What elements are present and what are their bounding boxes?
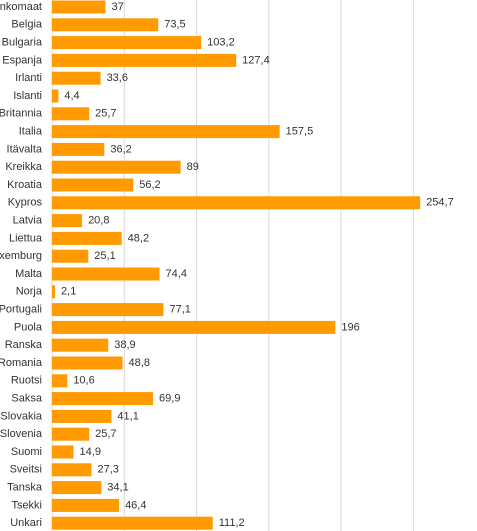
data-label: 74,4 (166, 268, 187, 280)
bar (52, 392, 154, 406)
category-label: Itävalta (7, 143, 43, 155)
data-label: 36,2 (110, 143, 131, 155)
bar (52, 71, 101, 85)
bar (52, 338, 109, 352)
data-label: 4,4 (64, 90, 79, 102)
category-label: Belgia (11, 19, 42, 31)
data-label: 25,7 (95, 428, 116, 440)
category-label: Norja (16, 286, 43, 298)
bar (52, 498, 120, 512)
data-label: 38,9 (114, 339, 135, 351)
category-label: Saksa (11, 393, 42, 405)
bar (52, 481, 102, 495)
data-label: 196 (341, 321, 359, 333)
bar (52, 267, 160, 281)
category-label: Irlanti (15, 72, 42, 84)
bar (52, 463, 92, 477)
bar (52, 445, 74, 459)
category-label: Britannia (0, 108, 43, 120)
data-label: 14,9 (80, 446, 101, 458)
category-label: Unkari (10, 517, 42, 529)
category-label: Tanska (7, 482, 43, 494)
bar (52, 285, 56, 299)
category-label: xemburg (0, 250, 42, 262)
category-label: Suomi (11, 446, 42, 458)
bar (52, 516, 213, 530)
category-label: Kreikka (5, 161, 43, 173)
bar (52, 107, 90, 121)
data-label: 2,1 (61, 286, 76, 298)
data-label: 111,2 (219, 517, 245, 529)
data-label: 25,7 (95, 108, 116, 120)
bar (52, 374, 68, 388)
data-label: 48,8 (129, 357, 150, 369)
data-label: 25,1 (94, 250, 115, 262)
data-label: 157,5 (286, 126, 314, 138)
bar (52, 125, 280, 139)
data-label: 20,8 (88, 215, 109, 227)
data-label: 103,2 (207, 37, 235, 49)
bar (52, 320, 336, 334)
data-label: 27,3 (97, 464, 118, 476)
data-label: 69,9 (159, 393, 180, 405)
category-label: Italia (19, 126, 43, 138)
bar (52, 427, 90, 441)
bar (52, 18, 159, 32)
category-label: Sveitsi (10, 464, 42, 476)
category-label: Romania (0, 357, 43, 369)
bar (52, 178, 134, 192)
data-label: 33,6 (107, 72, 128, 84)
data-label: 34,1 (107, 482, 128, 494)
category-label: Espanja (2, 54, 43, 66)
category-label: Puola (14, 321, 43, 333)
category-label: Bulgaria (2, 37, 43, 49)
bar (52, 214, 83, 228)
category-label: Ruotsi (11, 375, 42, 387)
category-label: Slovakia (0, 410, 42, 422)
bar (52, 0, 106, 14)
data-label: 41,1 (117, 410, 138, 422)
data-label: 89 (187, 161, 199, 173)
category-label: Malta (15, 268, 43, 280)
category-label: Islanti (13, 90, 42, 102)
bar (52, 409, 112, 423)
data-label: 56,2 (139, 179, 160, 191)
data-label: 46,4 (125, 499, 146, 511)
bar (52, 231, 122, 245)
category-label: Latvia (13, 215, 43, 227)
category-label: Ranska (5, 339, 43, 351)
data-label: 127,4 (242, 54, 270, 66)
category-label: Tsekki (11, 499, 42, 511)
data-label: 37 (111, 1, 123, 13)
bar (52, 53, 237, 67)
bar (52, 36, 202, 50)
category-label: Portugali (0, 304, 42, 316)
bar (52, 160, 181, 174)
category-label: Kypros (8, 197, 43, 209)
data-label: 10,6 (73, 375, 94, 387)
category-label: Kroatia (7, 179, 43, 191)
data-label: 73,5 (164, 19, 185, 31)
data-label: 254,7 (426, 197, 454, 209)
category-label: Slovenia (0, 428, 43, 440)
bar (52, 89, 59, 103)
category-label: nkomaat (0, 1, 42, 13)
data-label: 77,1 (169, 304, 190, 316)
bar (52, 196, 421, 210)
category-label: Liettua (9, 232, 43, 244)
data-label: 48,2 (128, 232, 149, 244)
bar (52, 249, 89, 263)
bar (52, 303, 164, 317)
bar (52, 356, 123, 370)
bar (52, 142, 105, 156)
